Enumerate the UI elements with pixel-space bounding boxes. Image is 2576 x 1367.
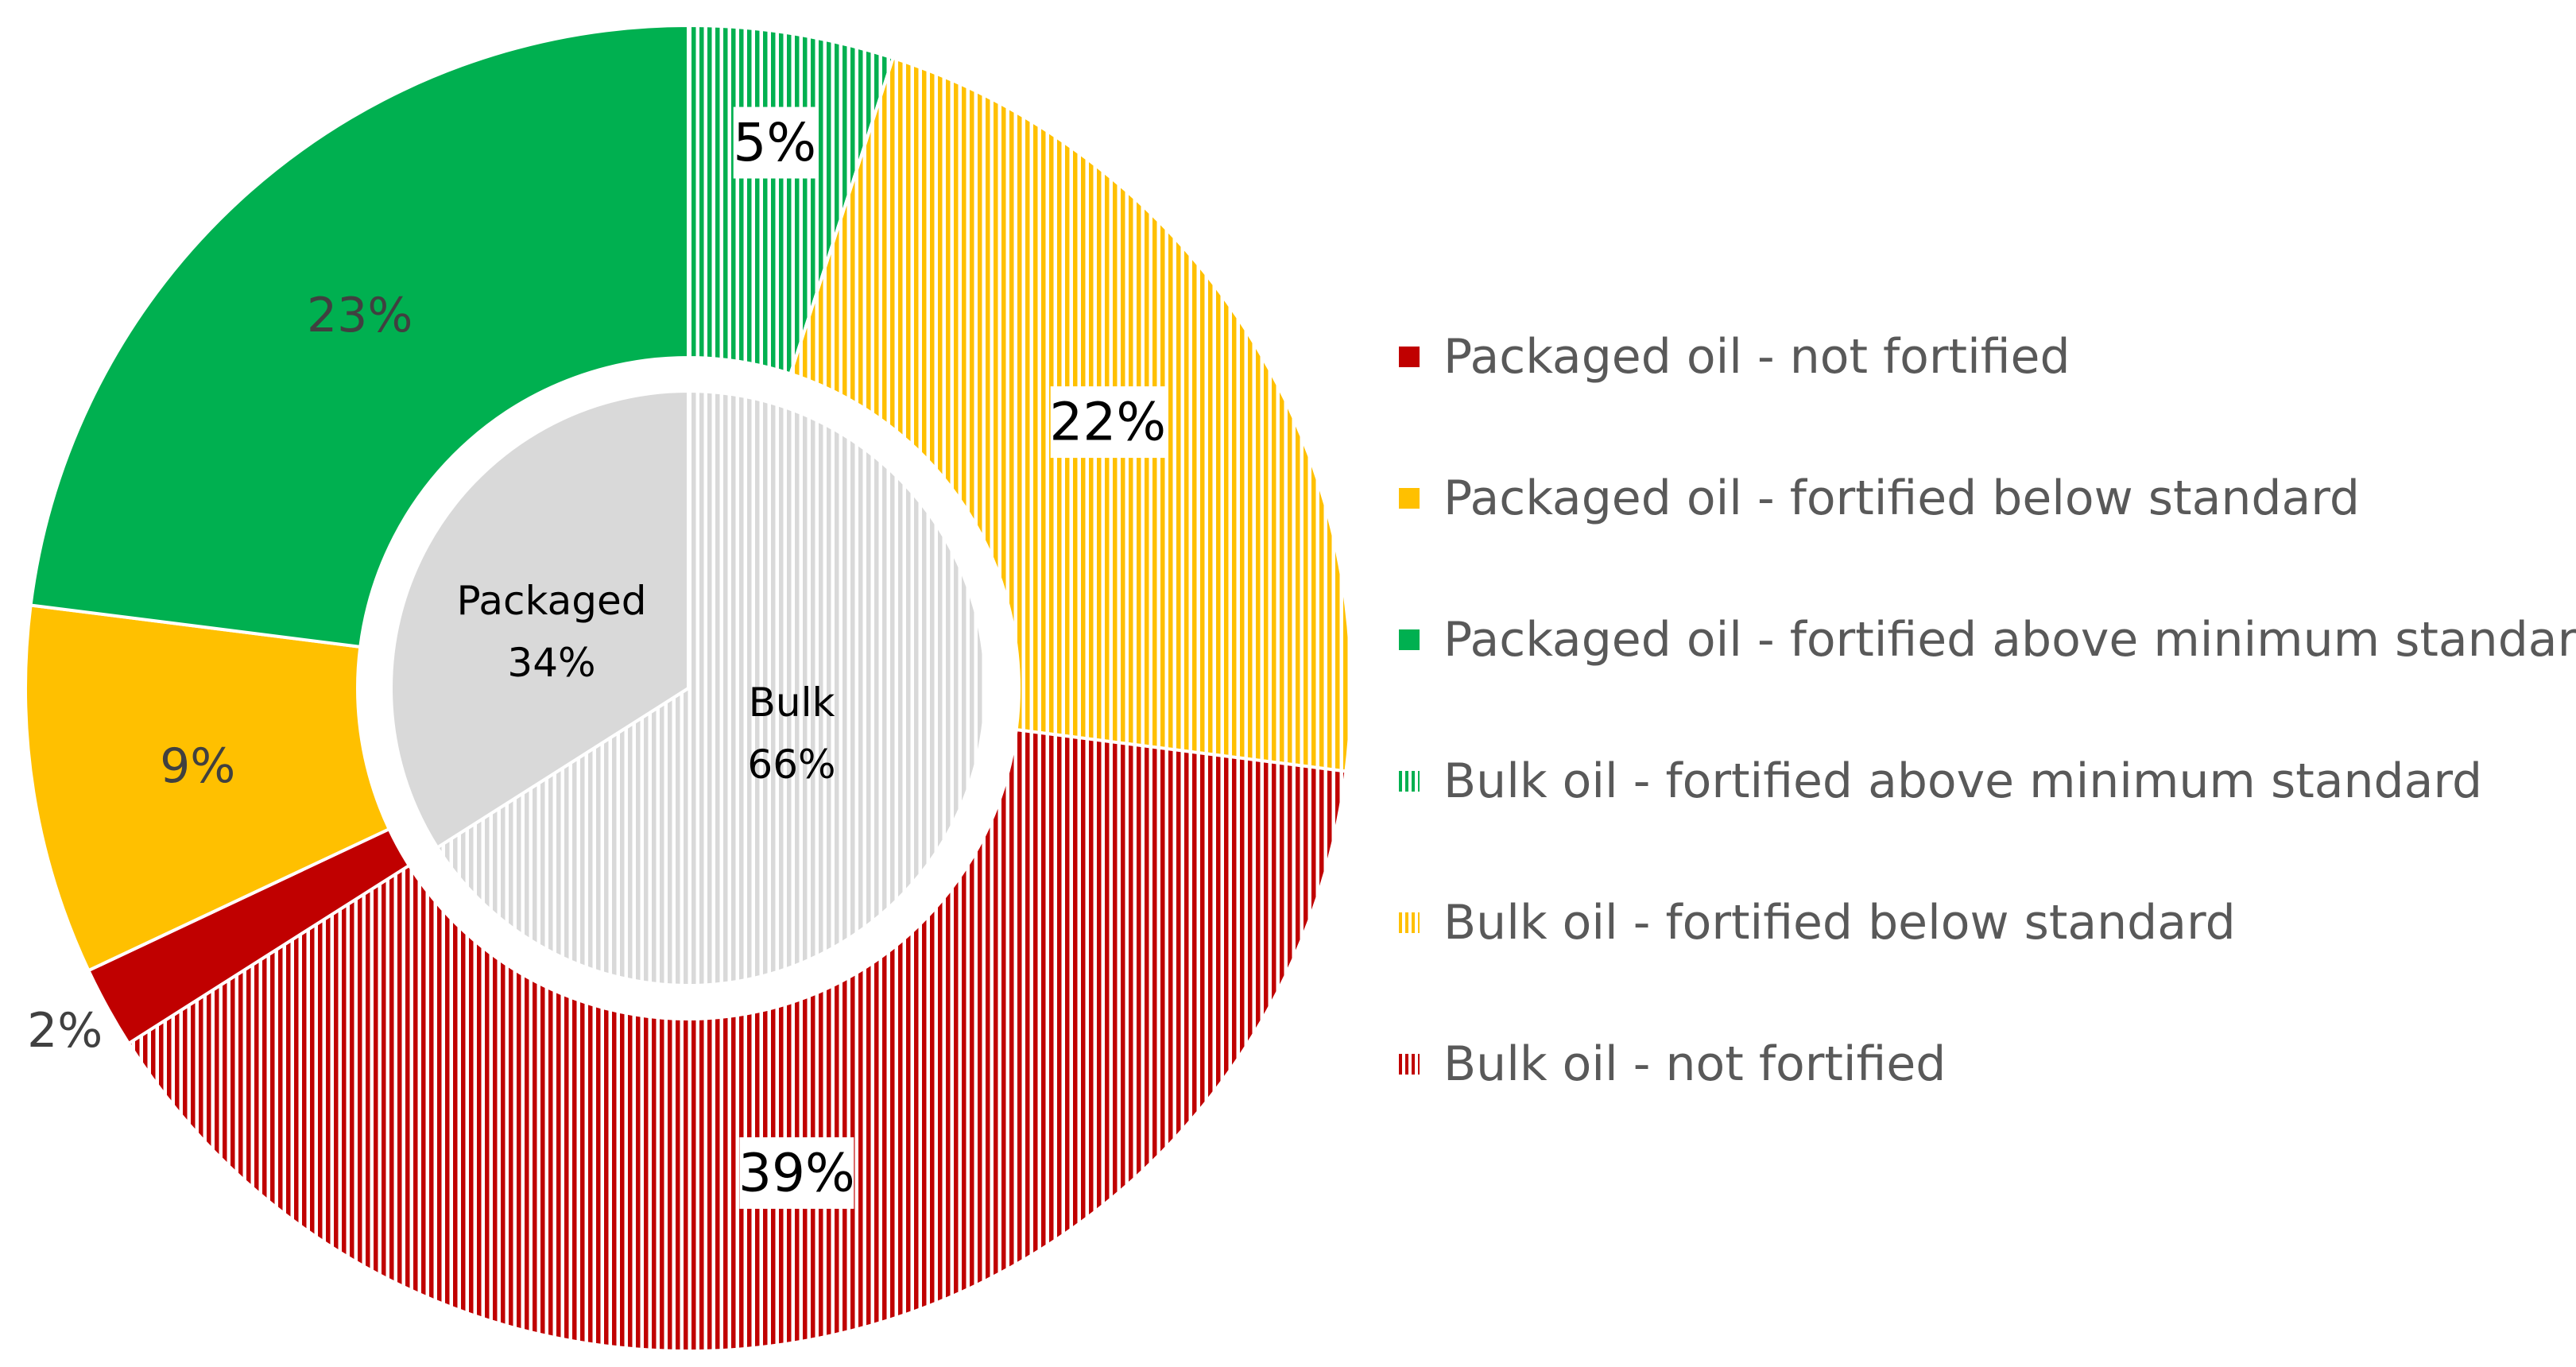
data-label-bulk-oil-fortified-above-minimum-standard: 5% (733, 112, 816, 173)
data-label-packaged-oil-fortified-below-standard: 9% (160, 738, 235, 794)
inner-ring-labels: Bulk 66% Packaged 34% (457, 578, 836, 788)
legend-label: Bulk oil - fortified above minimum stand… (1443, 753, 2483, 809)
inner-slice-bulk (435, 389, 987, 987)
legend-label: Packaged oil - not fortified (1443, 329, 2070, 385)
legend-item-bulk-oil-fortified-above-minimum-standard: Bulk oil - fortified above minimum stand… (1399, 711, 2576, 852)
inner-ring (389, 389, 987, 987)
outer-slice-packaged-oil-fortified-below-standard (24, 603, 392, 973)
data-label-box (739, 1137, 854, 1209)
data-label-packaged-oil-fortified-above-minimum-standard: 23% (307, 288, 413, 343)
inner-label-bulk: Bulk (749, 680, 835, 726)
legend-item-bulk-oil-fortified-below-standard: Bulk oil - fortified below standard (1399, 852, 2576, 993)
data-label-box (1050, 386, 1165, 459)
inner-label-packaged: Packaged (457, 578, 647, 624)
inner-slice-packaged (389, 389, 690, 850)
legend-item-bulk-oil-not-fortified: Bulk oil - not fortified (1399, 993, 2576, 1135)
inner-value-packaged: 34% (507, 640, 595, 686)
data-label-bulk-oil-not-fortified: 39% (738, 1142, 855, 1203)
legend-swatch (1399, 1054, 1420, 1075)
outer-slice-packaged-oil-fortified-above-minimum-standard (29, 23, 690, 649)
data-label-packaged-oil-not-fortified: 2% (27, 1003, 103, 1059)
data-label-bulk-oil-fortified-below-standard: 22% (1049, 392, 1166, 453)
outer-ring-labels: 5% 22% 39% 2% 9% 23% (27, 106, 1166, 1209)
legend-label: Bulk oil - fortified below standard (1443, 895, 2236, 951)
legend-label: Packaged oil - fortified below standard (1443, 471, 2360, 526)
inner-value-bulk: 66% (747, 742, 835, 788)
legend-swatch (1399, 912, 1420, 933)
legend: Packaged oil - not fortified Packaged oil… (1399, 286, 2576, 1135)
outer-slice-bulk-oil-not-fortified (126, 727, 1348, 1353)
legend-label: Bulk oil - not fortified (1443, 1036, 1947, 1092)
legend-swatch (1399, 488, 1420, 509)
legend-item-packaged-oil-fortified-above-minimum-standard: Packaged oil - fortified above minimum s… (1399, 569, 2576, 711)
legend-label: Packaged oil - fortified above minimum s… (1443, 612, 2576, 668)
legend-item-packaged-oil-fortified-below-standard: Packaged oil - fortified below standard (1399, 428, 2576, 569)
data-label-box (733, 106, 816, 179)
legend-item-packaged-oil-not-fortified: Packaged oil - not fortified (1399, 286, 2576, 428)
legend-swatch (1399, 629, 1420, 650)
legend-swatch (1399, 771, 1420, 792)
legend-swatch (1399, 347, 1420, 367)
